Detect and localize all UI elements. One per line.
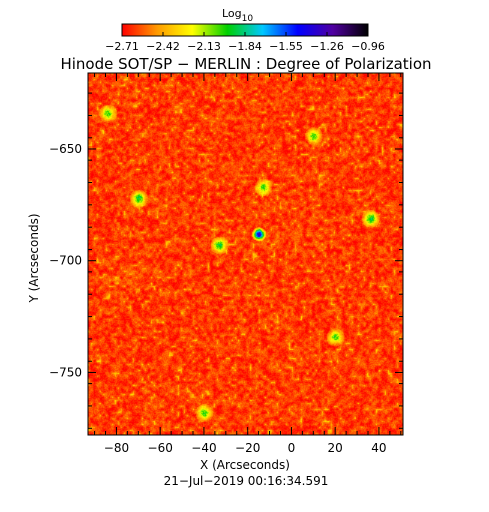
y-tick-label: −750	[49, 365, 82, 379]
x-tick-label: 0	[288, 441, 296, 455]
colorbar-tick-label: −2.71	[105, 40, 139, 53]
x-axis: −80 −60 −40 −20 0 20 40	[94, 73, 402, 455]
y-tick-label: −700	[49, 254, 82, 268]
x-tick-label: 40	[371, 441, 386, 455]
plot-frame	[87, 72, 404, 436]
chart-title: Hinode SOT/SP − MERLIN : Degree of Polar…	[60, 55, 431, 73]
x-tick-label: −20	[235, 441, 260, 455]
x-tick-label: 20	[328, 441, 343, 455]
heatmap-plot-area	[87, 72, 404, 436]
colorbar-tick-label: −1.55	[269, 40, 303, 53]
y-axis-title: Y (Arcseconds)	[27, 213, 41, 303]
x-tick-label: −60	[148, 441, 173, 455]
x-tick-label: −80	[104, 441, 129, 455]
timestamp: 21−Jul−2019 00:16:34.591	[164, 474, 329, 488]
colorbar-tick-label: −2.42	[146, 40, 180, 53]
x-tick-label: −40	[191, 441, 216, 455]
polarization-heatmap	[88, 73, 403, 435]
y-tick-label: −650	[49, 142, 82, 156]
colorbar-tick-label: −2.13	[187, 40, 221, 53]
colorbar-tick-label: −0.96	[351, 40, 385, 53]
colorbar-ticks: −2.71 −2.42 −2.13 −1.84 −1.55 −1.26 −0.96	[105, 32, 385, 53]
x-axis-title: X (Arcseconds)	[200, 458, 290, 472]
colorbar-tick-label: −1.26	[310, 40, 344, 53]
colorbar-label: Log10	[222, 7, 253, 24]
y-axis: −650 −700 −750	[49, 92, 403, 429]
colorbar-tick-label: −1.84	[228, 40, 262, 53]
